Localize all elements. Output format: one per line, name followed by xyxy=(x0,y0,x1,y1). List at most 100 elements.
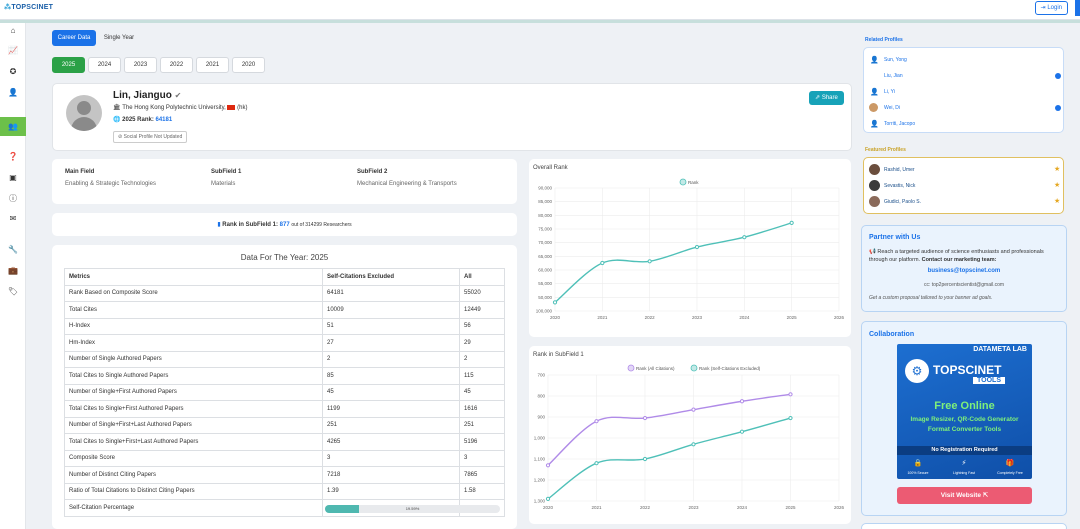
home-icon[interactable]: ⌂ xyxy=(10,26,16,35)
overall-rank-title: Overall Rank xyxy=(533,165,568,171)
login-button[interactable]: ⇥ Login xyxy=(1034,1,1068,15)
briefcase-icon[interactable]: 💼 xyxy=(8,266,18,275)
related-profile-link[interactable]: Li, Yi xyxy=(884,89,895,95)
x-tick-label: 2022 xyxy=(640,505,651,510)
wrench-icon[interactable]: 🔧 xyxy=(8,245,18,254)
tab-single-year[interactable]: Single Year xyxy=(103,35,135,41)
user-icon: 👤 xyxy=(870,89,879,96)
banner-line2: Format Converter Tools xyxy=(927,426,1002,433)
header-accent-bar xyxy=(0,20,1080,23)
related-profiles-card xyxy=(863,47,1064,133)
related-profile-link[interactable]: Liu, Jian xyxy=(884,73,903,79)
table-row: Number of Single+First+Last Authored Pap… xyxy=(64,416,505,434)
partner-email-link[interactable]: business@topscinet.com xyxy=(927,268,1001,274)
tags-icon[interactable]: 🏷 xyxy=(7,287,19,296)
table-header-cell: Self-Citations Excluded xyxy=(322,268,460,286)
table-cell: 10009 xyxy=(322,301,460,319)
y-tick-label: 1,300 xyxy=(534,499,546,504)
main-field-title: Main Field xyxy=(65,169,95,175)
avatar xyxy=(869,103,878,112)
subfield-rank-chart-card xyxy=(529,346,851,524)
share-button[interactable]: ⇗ Share xyxy=(809,91,844,105)
user-icon: 👤 xyxy=(870,57,879,64)
partner-cc: cc: top2percentscientist@gmail.com xyxy=(923,282,1005,288)
collab-banner[interactable]: DATAMETA LAB ⚙ TOPSCINET TOOLS Free Onli… xyxy=(897,344,1032,479)
profile-institution: 🏛 The Hong Kong Polytechnic University, … xyxy=(113,104,248,111)
table-cell: Composite Score xyxy=(64,449,323,467)
table-cell: 45 xyxy=(322,383,460,401)
question-icon[interactable]: ❓ xyxy=(8,152,18,161)
legend-marker xyxy=(627,364,635,372)
partner-text: 📢 Reach a targeted audience of science e… xyxy=(869,249,1044,263)
table-cell: Number of Single+First Authored Papers xyxy=(64,383,323,401)
legend-label: Rank (All Citations) xyxy=(636,366,675,371)
data-point xyxy=(642,415,648,421)
table-row: Ratio of Total Citations to Distinct Cit… xyxy=(64,482,505,500)
x-tick-label: 2024 xyxy=(737,505,748,510)
table-cell: Total Cites to Single Authored Papers xyxy=(64,367,323,385)
banner-feat3: Completely Free xyxy=(997,471,1023,475)
related-profile-link[interactable]: Torriti, Jacopo xyxy=(884,121,916,127)
star-icon: ★ xyxy=(1054,166,1061,173)
partner-note: Get a custom proposal tailored to your b… xyxy=(869,295,993,301)
table-cell: 51 xyxy=(322,317,460,335)
table-cell: 251 xyxy=(459,416,505,434)
chart-icon[interactable]: 📈 xyxy=(8,46,18,55)
table-cell: Number of Single Authored Papers xyxy=(64,350,323,368)
subfield-rank-chart: 2020 2021 2022 2023 2024 2025 2026 700 800 900 1,0… xyxy=(534,364,845,510)
banner-line1: Image Resizer, QR-Code Generator xyxy=(910,416,1019,423)
table-row: Composite Score 3 3 xyxy=(64,449,505,467)
tab-career-data[interactable]: Career Data xyxy=(52,30,96,46)
related-profile-link[interactable]: Sun, Yong xyxy=(884,57,907,63)
table-cell: 1199 xyxy=(322,400,460,418)
verified-icon xyxy=(1055,105,1061,111)
data-point xyxy=(742,235,747,240)
legend-label: Rank xyxy=(688,180,699,185)
data-point xyxy=(545,463,551,468)
info-icon[interactable]: ⓘ xyxy=(9,194,17,203)
ad-icon[interactable]: ▣ xyxy=(9,173,17,182)
data-point xyxy=(647,259,652,264)
related-profile-link[interactable]: Wei, Di xyxy=(884,105,901,111)
metrics-table: Metrics Self-Citations Excluded All Rank Ba… xyxy=(64,268,505,517)
visit-website-button[interactable]: Visit Website ⇱ xyxy=(897,487,1032,504)
x-tick-label: 2020 xyxy=(550,315,561,320)
table-cell: H-Index xyxy=(64,317,323,335)
featured-profile-link[interactable]: Sevastis, Nick xyxy=(884,183,916,189)
series-line xyxy=(547,393,791,466)
table-row: Total Cites 10009 12449 xyxy=(64,301,505,319)
table-cell: 56 xyxy=(459,317,505,335)
table-cell: 3 xyxy=(459,449,505,467)
year-2025-button[interactable]: 2025 xyxy=(52,57,85,73)
site-logo[interactable]: ⁂TOPSCINET xyxy=(4,4,54,11)
table-cell: Ratio of Total Citations to Distinct Cit… xyxy=(64,482,323,500)
table-row: Number of Single+First Authored Papers 45… xyxy=(64,383,505,401)
year-2023-button[interactable]: 2023 xyxy=(124,57,157,73)
table-header-cell: Metrics xyxy=(64,268,323,286)
year-2020-button[interactable]: 2020 xyxy=(232,57,265,73)
year-2021-button[interactable]: 2021 xyxy=(196,57,229,73)
featured-profile-link[interactable]: Giudici, Paolo S. xyxy=(884,199,921,205)
y-tick-label: 85,000 xyxy=(538,199,552,204)
menu-toggle-button[interactable] xyxy=(1075,0,1080,16)
year-2024-button[interactable]: 2024 xyxy=(88,57,121,73)
table-cell: Total Cites to Single+First Authored Pap… xyxy=(64,400,323,418)
x-tick-label: 2024 xyxy=(739,315,750,320)
verified-icon xyxy=(1055,73,1061,79)
y-tick-label: 55,000 xyxy=(538,281,552,286)
x-tick-label: 2020 xyxy=(543,505,554,510)
related-profiles-title: Related Profiles xyxy=(865,37,903,43)
subfield1-title: SubField 1 xyxy=(211,169,242,175)
award-icon[interactable]: ✪ xyxy=(9,67,17,76)
x-tick-label: 2021 xyxy=(591,505,602,510)
users-icon[interactable]: 👥 xyxy=(0,117,26,136)
year-2022-button[interactable]: 2022 xyxy=(160,57,193,73)
data-point xyxy=(642,456,648,462)
bolt-icon: ⚡ xyxy=(961,460,967,467)
featured-profile-link[interactable]: Rashid, Umer xyxy=(884,167,915,173)
y-tick-label: 50,000 xyxy=(538,295,552,300)
banner-brand: TOPSCINET xyxy=(933,363,1002,377)
user-check-icon[interactable]: 👤 xyxy=(8,88,18,97)
envelope-icon[interactable]: ✉ xyxy=(9,214,17,223)
table-cell: Self-Citation Percentage xyxy=(64,499,323,517)
